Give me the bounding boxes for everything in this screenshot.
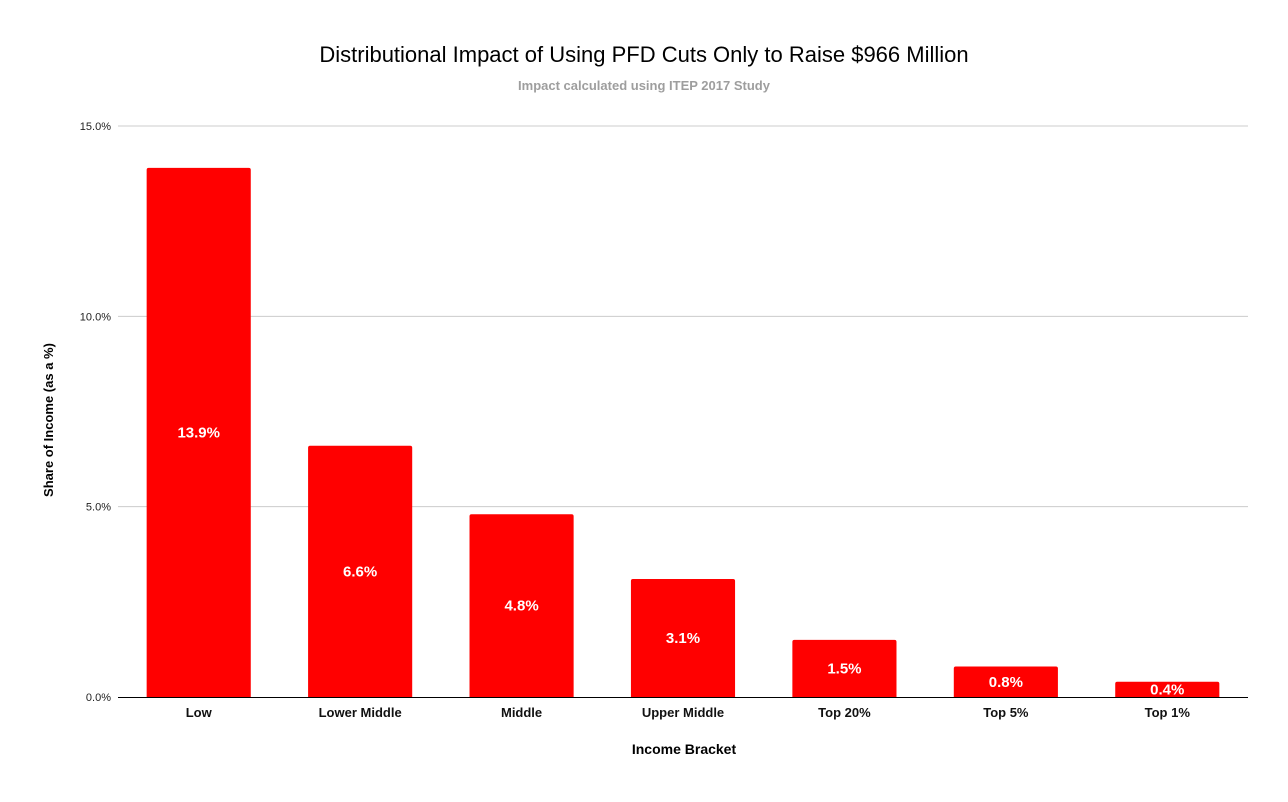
gridlines (118, 125, 1248, 508)
bar (146, 167, 251, 697)
data-label: 0.8% (989, 674, 1023, 691)
bar (792, 639, 897, 697)
bar (953, 666, 1058, 697)
data-label: 0.4% (1150, 681, 1184, 698)
x-axis-title: Income Bracket (632, 741, 737, 757)
bars (146, 167, 1220, 697)
chart-subtitle: Impact calculated using ITEP 2017 Study (518, 78, 771, 93)
data-label: 3.1% (666, 630, 700, 647)
data-label: 1.5% (827, 660, 861, 677)
x-tick-label: Low (186, 705, 213, 720)
bar (308, 445, 413, 697)
y-axis-title: Share of Income (as a %) (41, 343, 56, 497)
chart-title: Distributional Impact of Using PFD Cuts … (319, 42, 968, 67)
y-tick-label: 10.0% (80, 311, 111, 323)
x-tick-labels: Low Lower Middle Middle Upper Middle Top 20%… (186, 705, 1191, 720)
x-tick-label: Top 20% (818, 705, 871, 720)
x-tick-label: Middle (501, 705, 542, 720)
data-label: 6.6% (343, 563, 377, 580)
bar (630, 578, 736, 697)
y-tick-labels: 0.0% 5.0% 10.0% 15.0% (80, 121, 111, 704)
data-label: 4.8% (504, 598, 538, 615)
data-label: 13.9% (177, 424, 220, 441)
x-tick-label: Lower Middle (319, 705, 402, 720)
x-tick-label: Top 1% (1145, 705, 1191, 720)
bar (1115, 681, 1220, 697)
x-tick-label: Upper Middle (642, 705, 724, 720)
data-labels: 13.9% 6.6% 4.8% 3.1% 1.5% 0.8% 0.4% (177, 424, 1184, 698)
y-tick-label: 15.0% (80, 121, 111, 133)
x-tick-label: Top 5% (983, 705, 1029, 720)
y-tick-label: 5.0% (86, 502, 111, 514)
y-tick-label: 0.0% (86, 692, 111, 704)
bar (469, 514, 574, 697)
